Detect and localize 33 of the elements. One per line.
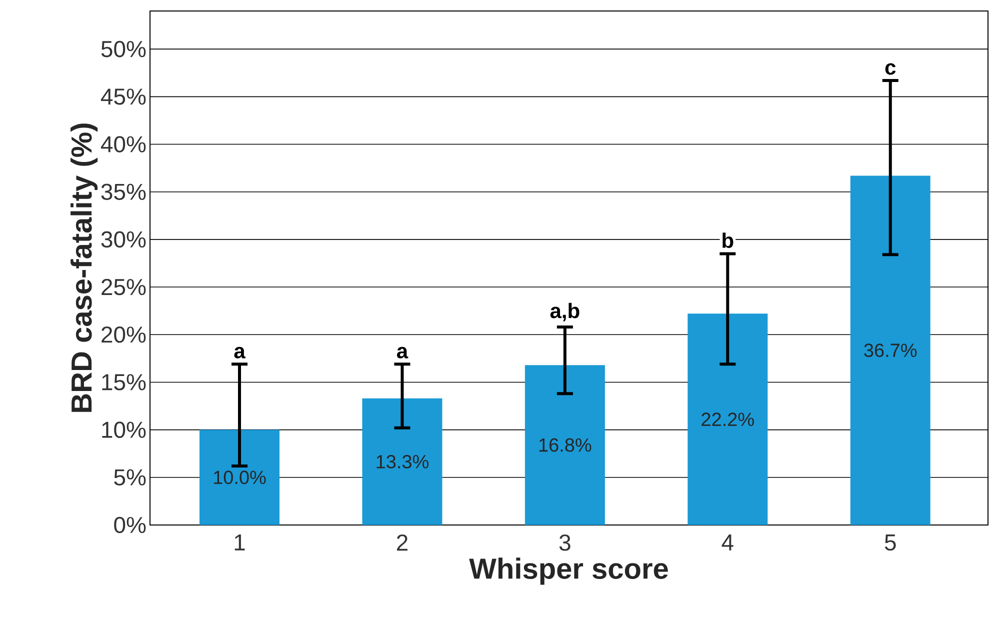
bar: [850, 176, 930, 525]
annotation: a,b: [550, 302, 580, 322]
y-tick-label: 5%: [114, 469, 146, 486]
y-axis-title: BRD case-fatality (%): [70, 124, 98, 412]
y-tick-label: 40%: [100, 136, 146, 152]
data-label: 10.0%: [214, 470, 266, 484]
annotation: a: [234, 346, 246, 358]
x-tick-label: 5: [884, 534, 896, 551]
y-tick-label: 35%: [101, 184, 146, 200]
x-tick-label: 4: [722, 534, 734, 550]
bar: [200, 430, 280, 525]
annotation: b: [722, 232, 734, 248]
data-label: 36.7%: [864, 344, 917, 358]
bar: [688, 314, 768, 525]
data-label: 22.2%: [702, 412, 754, 426]
bar: [362, 398, 442, 525]
y-tick-label: 25%: [102, 278, 146, 296]
y-tick-label: 30%: [101, 231, 146, 248]
y-tick-label: 0%: [114, 516, 146, 534]
y-tick-label: 10%: [102, 422, 146, 438]
data-label: 16.8%: [539, 438, 592, 452]
x-axis-title: Whisper score: [469, 558, 668, 585]
annotation: a: [396, 346, 408, 358]
y-tick-label: 20%: [102, 326, 146, 343]
bar: [524, 365, 605, 525]
y-tick-label: 45%: [100, 88, 146, 105]
x-tick-label: 1: [234, 534, 245, 550]
y-tick-label: 15%: [102, 374, 146, 390]
annotation: c: [885, 63, 896, 75]
x-tick-label: 2: [396, 534, 408, 551]
data-label: 13.3%: [376, 454, 428, 468]
y-tick-label: 50%: [101, 40, 146, 58]
x-tick-label: 3: [559, 534, 570, 551]
